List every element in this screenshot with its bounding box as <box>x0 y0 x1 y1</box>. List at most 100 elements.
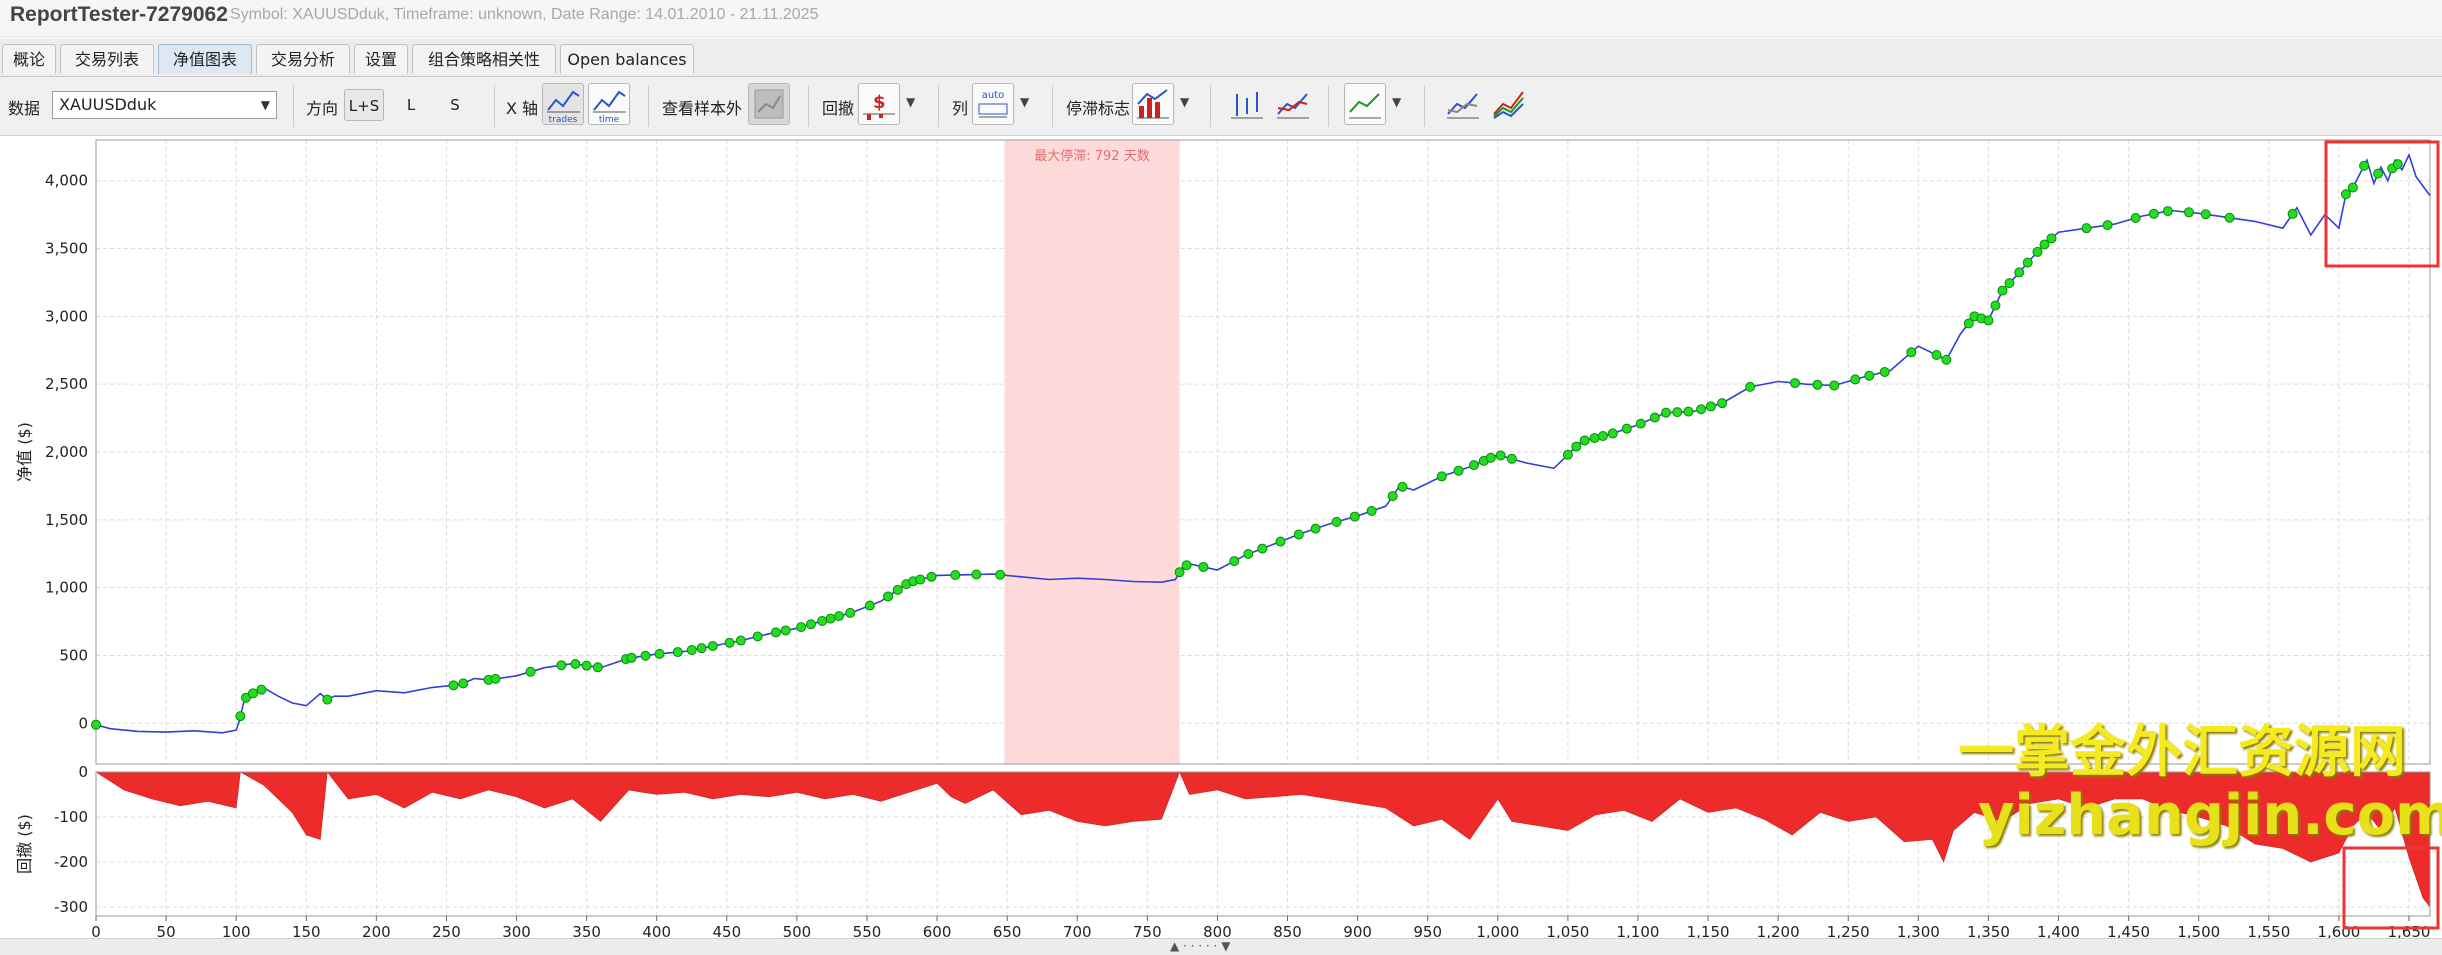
toolbar-separator <box>1210 85 1211 127</box>
new-high-marker <box>926 571 937 582</box>
new-high-marker <box>1829 380 1840 391</box>
chart-type-line-button[interactable] <box>1272 83 1314 125</box>
new-high-marker <box>2373 168 2384 179</box>
columns-label: 列 <box>952 99 969 118</box>
new-high-marker <box>1579 435 1590 446</box>
columns-dropdown-button[interactable]: auto <box>972 83 1014 125</box>
x-tick-label: 350 <box>572 923 601 938</box>
new-high-marker <box>256 684 267 695</box>
new-high-marker <box>2359 160 2370 171</box>
new-high-marker <box>825 613 836 624</box>
new-high-marker <box>1997 285 2008 296</box>
x-tick-label: 1,400 <box>2037 923 2080 938</box>
toolbar-separator <box>1052 85 1053 127</box>
new-high-marker <box>1850 374 1861 385</box>
new-high-marker <box>1229 556 1240 567</box>
toolbar: 数据 XAUUSDduk ▼ 方向 L+S L S X 轴 trades tim… <box>0 77 2442 136</box>
new-high-marker <box>770 627 781 638</box>
new-high-marker <box>817 616 828 627</box>
new-high-marker <box>1649 412 1660 423</box>
new-high-marker <box>1397 481 1408 492</box>
multi-series-button[interactable] <box>1488 83 1530 125</box>
new-high-marker <box>1198 561 1209 572</box>
direction-ls-button[interactable]: L+S <box>344 89 384 121</box>
new-high-marker <box>2392 159 2403 170</box>
drawdown-y-axis-label: 回撤 ($) <box>15 814 34 874</box>
data-select[interactable]: XAUUSDduk ▼ <box>52 91 277 119</box>
new-high-marker <box>1607 428 1618 439</box>
new-high-marker <box>1257 543 1268 554</box>
new-high-marker <box>1931 350 1942 361</box>
tab-overview[interactable]: 概论 <box>2 44 56 74</box>
new-high-marker <box>1275 536 1286 547</box>
highlight-box-equity <box>2324 140 2440 268</box>
x-tick-label: 1,050 <box>1546 923 1589 938</box>
direction-s-button[interactable]: S <box>450 96 460 114</box>
chevron-down-icon[interactable]: ▼ <box>1180 95 1190 109</box>
new-high-marker <box>2032 246 2043 257</box>
oos-toggle-button[interactable] <box>748 83 790 125</box>
splitter-handle-icon[interactable]: ▲ · · · · · ▼ <box>1170 939 1231 953</box>
direction-l-button[interactable]: L <box>406 96 416 114</box>
toolbar-separator <box>494 85 495 127</box>
new-high-marker <box>845 607 856 618</box>
equity-y-tick-label: 2,000 <box>45 443 88 461</box>
bottom-splitter[interactable]: ▲ · · · · · ▼ <box>0 938 2442 955</box>
new-high-marker <box>2039 239 2050 250</box>
x-tick-label: 150 <box>292 923 321 938</box>
x-tick-label: 450 <box>712 923 741 938</box>
new-high-marker <box>458 678 469 689</box>
x-tick-label: 1,550 <box>2247 923 2290 938</box>
new-high-marker <box>2224 212 2235 223</box>
chevron-down-icon[interactable]: ▼ <box>906 95 916 109</box>
new-high-marker <box>1906 347 1917 358</box>
new-high-marker <box>1879 366 1890 377</box>
compare-button[interactable] <box>1442 83 1484 125</box>
xaxis-trades-button[interactable]: trades <box>542 83 584 125</box>
new-high-marker <box>1589 433 1600 444</box>
tab-open-balances[interactable]: Open balances <box>560 44 694 74</box>
new-high-marker <box>1387 491 1398 502</box>
chart-type-bars-button[interactable] <box>1226 83 1268 125</box>
dollar-chart-icon: $ <box>863 92 895 120</box>
stagnation-dropdown-button[interactable] <box>1132 83 1174 125</box>
new-high-marker <box>864 600 875 611</box>
equity-y-tick-label: 2,500 <box>45 375 88 393</box>
watermark-url: yizhangjin.com <box>1978 783 2442 848</box>
tab-trade-list[interactable]: 交易列表 <box>60 44 154 74</box>
svg-text:$: $ <box>873 92 886 113</box>
x-axis-ticks: 0 50 100 150 200 250 300 350 400 450 500 550 600 650 7… <box>91 916 2430 938</box>
new-high-markers <box>91 159 2403 730</box>
new-high-marker <box>248 688 259 699</box>
new-high-marker <box>672 647 683 658</box>
equity-style-dropdown-button[interactable] <box>1344 83 1386 125</box>
new-high-marker <box>240 692 251 703</box>
x-tick-label: 700 <box>1063 923 1092 938</box>
new-high-marker <box>2200 209 2211 220</box>
tab-settings[interactable]: 设置 <box>354 44 408 74</box>
chevron-down-icon[interactable]: ▼ <box>1392 95 1402 109</box>
new-high-marker <box>490 673 501 684</box>
xaxis-time-button[interactable]: time <box>588 83 630 125</box>
xaxis-label: X 轴 <box>506 99 539 118</box>
tab-portfolio-correlation[interactable]: 组合策略相关性 <box>412 44 556 74</box>
new-high-marker <box>1331 516 1342 527</box>
chart-icon <box>754 89 784 119</box>
chevron-down-icon[interactable]: ▼ <box>1020 95 1030 109</box>
new-high-marker <box>724 637 735 648</box>
drawdown-dropdown-button[interactable]: $ <box>858 83 900 125</box>
x-tick-label: 100 <box>222 923 251 938</box>
new-high-marker <box>915 574 926 585</box>
tab-equity-chart[interactable]: 净值图表 <box>158 44 252 74</box>
new-high-marker <box>654 648 665 659</box>
x-tick-label: 500 <box>783 923 812 938</box>
new-high-marker <box>1745 381 1756 392</box>
chevron-down-icon: ▼ <box>260 98 270 112</box>
new-high-marker <box>2022 257 2033 268</box>
x-tick-label: 650 <box>993 923 1022 938</box>
line-chart-icon <box>1277 93 1309 119</box>
drawdown-y-tick-label: 0 <box>78 763 88 781</box>
new-high-marker <box>1243 549 1254 560</box>
tab-trade-analysis[interactable]: 交易分析 <box>256 44 350 74</box>
x-tick-label: 1,150 <box>1687 923 1730 938</box>
